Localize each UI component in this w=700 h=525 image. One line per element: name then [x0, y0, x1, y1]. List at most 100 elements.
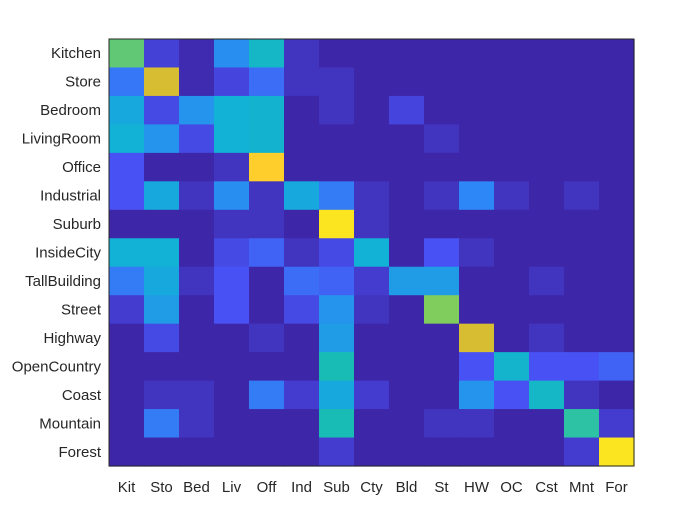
heatmap-cell — [354, 437, 390, 467]
heatmap-cell — [144, 209, 180, 239]
heatmap-cell — [354, 95, 390, 125]
heatmap-cell — [459, 437, 495, 467]
heatmap-cell — [564, 39, 600, 69]
heatmap-cell — [319, 124, 355, 154]
heatmap-cell — [459, 266, 495, 296]
heatmap-cell — [424, 152, 460, 182]
heatmap-cell — [389, 238, 425, 268]
heatmap-cell — [459, 39, 495, 69]
heatmap-cell — [564, 409, 600, 439]
heatmap-cell — [459, 352, 495, 382]
heatmap-cell — [214, 124, 250, 154]
heatmap-cell — [109, 39, 145, 69]
heatmap-cell — [109, 124, 145, 154]
heatmap-cell — [249, 437, 285, 467]
y-tick-label: Street — [61, 301, 102, 318]
heatmap-cell — [529, 152, 565, 182]
heatmap-cell — [389, 266, 425, 296]
heatmap-cell — [319, 152, 355, 182]
heatmap-cell — [109, 266, 145, 296]
heatmap-cell — [214, 380, 250, 410]
heatmap-cell — [319, 437, 355, 467]
heatmap-cell — [389, 39, 425, 69]
heatmap-cell — [319, 39, 355, 69]
heatmap-cell — [494, 181, 530, 211]
heatmap-cell — [494, 39, 530, 69]
heatmap-cell — [284, 67, 320, 97]
heatmap-cell — [144, 266, 180, 296]
heatmap-cell — [459, 181, 495, 211]
heatmap-cell — [599, 380, 635, 410]
heatmap-cell — [214, 352, 250, 382]
heatmap-cell — [144, 152, 180, 182]
heatmap-cell — [494, 352, 530, 382]
heatmap-cell — [109, 181, 145, 211]
heatmap-cell — [494, 295, 530, 325]
heatmap-cell — [354, 181, 390, 211]
heatmap-cell — [424, 238, 460, 268]
heatmap-cell — [284, 380, 320, 410]
heatmap-cell — [354, 380, 390, 410]
heatmap-cell — [459, 95, 495, 125]
y-tick-label: LivingRoom — [22, 131, 101, 148]
heatmap-cell — [494, 380, 530, 410]
heatmap-cell — [529, 238, 565, 268]
heatmap-cell — [249, 124, 285, 154]
x-tick-labels: Kit Sto Bed Liv Off Ind Sub Cty Bld St HW OC Cst Mnt F… — [118, 479, 628, 496]
heatmap-cell — [179, 380, 215, 410]
heatmap-cell — [599, 437, 635, 467]
heatmap-cell — [144, 95, 180, 125]
heatmap-cell — [599, 295, 635, 325]
heatmap-cell — [564, 437, 600, 467]
heatmap-cell — [564, 352, 600, 382]
heatmap-cell — [179, 39, 215, 69]
heatmap-cell — [319, 380, 355, 410]
heatmap-cell — [564, 323, 600, 353]
heatmap-cell — [599, 67, 635, 97]
heatmap-cell — [179, 124, 215, 154]
heatmap-cell — [144, 295, 180, 325]
y-tick-label: InsideCity — [35, 245, 101, 262]
heatmap-cell — [284, 437, 320, 467]
heatmap-cell — [319, 323, 355, 353]
heatmap-cell — [249, 95, 285, 125]
heatmap-cell — [529, 266, 565, 296]
heatmap-cell — [214, 409, 250, 439]
heatmap-cell — [494, 67, 530, 97]
x-tick-label: Sub — [323, 479, 350, 496]
heatmap-cell — [179, 295, 215, 325]
y-tick-label: Forest — [58, 444, 101, 461]
heatmap-cell — [284, 238, 320, 268]
heatmap-cell — [459, 409, 495, 439]
heatmap-cell — [424, 209, 460, 239]
heatmap-cell — [179, 152, 215, 182]
heatmap-cell — [249, 409, 285, 439]
heatmap-cell — [319, 209, 355, 239]
heatmap-cell — [494, 238, 530, 268]
heatmap-cell — [564, 95, 600, 125]
heatmap-cell — [179, 95, 215, 125]
heatmap-cell — [319, 295, 355, 325]
heatmap-cell — [249, 266, 285, 296]
heatmap-cell — [214, 39, 250, 69]
y-tick-label: Highway — [43, 330, 101, 347]
y-tick-label: Office — [62, 159, 101, 176]
heatmap-cell — [564, 181, 600, 211]
heatmap-cell — [529, 67, 565, 97]
heatmap-cell — [144, 124, 180, 154]
x-tick-label: Cst — [535, 479, 558, 496]
y-tick-labels: Kitchen Store Bedroom LivingRoom Office Indus… — [12, 45, 102, 461]
heatmap-cell — [109, 95, 145, 125]
heatmap-cell — [144, 437, 180, 467]
heatmap-cell — [424, 380, 460, 410]
heatmap-cell — [284, 124, 320, 154]
heatmap-cell — [389, 209, 425, 239]
heatmap-cell — [109, 352, 145, 382]
heatmap-cell — [354, 409, 390, 439]
heatmap-cell — [459, 380, 495, 410]
x-tick-label: HW — [464, 479, 490, 496]
heatmap-cell — [319, 67, 355, 97]
heatmap-cell — [599, 409, 635, 439]
heatmap-cell — [109, 323, 145, 353]
